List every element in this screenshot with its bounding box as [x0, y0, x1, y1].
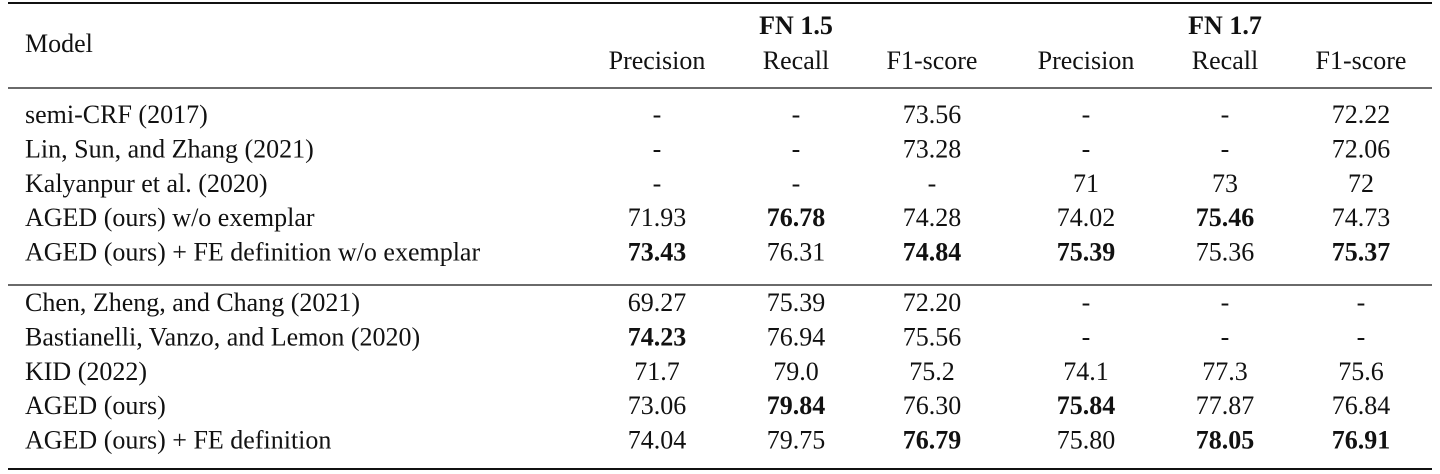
cell: 74.1: [1063, 357, 1109, 386]
cell: 73.43: [628, 238, 687, 267]
cell: 77.87: [1196, 391, 1255, 420]
cell: -: [792, 169, 801, 198]
cell: 71.7: [634, 357, 680, 386]
column-header: Precision: [609, 46, 706, 75]
cell: 75.2: [909, 357, 955, 386]
cell: 74.28: [903, 203, 962, 232]
model-name: KID (2022): [25, 357, 147, 386]
cell: 79.0: [773, 357, 819, 386]
cell: 77.3: [1202, 357, 1248, 386]
cell: 75.6: [1338, 357, 1384, 386]
cell: 72.22: [1332, 100, 1391, 129]
cell: 76.79: [903, 426, 962, 455]
cell: 75.37: [1332, 238, 1391, 267]
cell: 76.94: [767, 322, 826, 351]
cell: -: [1082, 288, 1091, 317]
cell: 74.02: [1057, 203, 1116, 232]
model-name: AGED (ours) w/o exemplar: [25, 203, 315, 232]
column-header: Recall: [1192, 46, 1258, 75]
cell: -: [792, 134, 801, 163]
model-name: semi-CRF (2017): [25, 100, 208, 129]
cell: 78.05: [1196, 426, 1255, 455]
model-name: AGED (ours) + FE definition w/o exemplar: [25, 238, 480, 267]
cell: -: [653, 169, 662, 198]
cell: 75.80: [1057, 426, 1116, 455]
column-header: F1-score: [1316, 46, 1407, 75]
model-name: Kalyanpur et al. (2020): [25, 169, 268, 198]
cell: -: [653, 100, 662, 129]
cell: -: [1221, 322, 1230, 351]
cell: 71: [1073, 169, 1099, 198]
cell: 74.04: [628, 426, 687, 455]
cell: 73.06: [628, 391, 687, 420]
model-name: Lin, Sun, and Zhang (2021): [25, 134, 314, 163]
model-header: Model: [25, 29, 93, 58]
cell: -: [1221, 288, 1230, 317]
cell: 73: [1212, 169, 1238, 198]
cell: 76.31: [767, 238, 826, 267]
model-name: AGED (ours) + FE definition: [25, 426, 331, 455]
cell: 76.84: [1332, 391, 1391, 420]
cell: 74.84: [903, 238, 962, 267]
cell: 73.28: [903, 134, 962, 163]
cell: -: [1221, 134, 1230, 163]
cell: -: [653, 134, 662, 163]
cell: -: [1221, 100, 1230, 129]
cell: 75.46: [1196, 203, 1255, 232]
group-header: FN 1.5: [759, 11, 833, 40]
cell: 75.39: [1057, 238, 1116, 267]
cell: 75.39: [767, 288, 826, 317]
cell: 69.27: [628, 288, 687, 317]
column-header: Precision: [1038, 46, 1135, 75]
model-name: Bastianelli, Vanzo, and Lemon (2020): [25, 322, 420, 351]
cell: 76.30: [903, 391, 962, 420]
cell: 72.06: [1332, 134, 1391, 163]
model-name: Chen, Zheng, and Chang (2021): [25, 288, 360, 317]
cell: -: [1357, 322, 1366, 351]
cell: 76.78: [767, 203, 826, 232]
column-header: Recall: [763, 46, 829, 75]
cell: 75.84: [1057, 391, 1116, 420]
cell: 72.20: [903, 288, 962, 317]
cell: 76.91: [1332, 426, 1391, 455]
cell: 74.73: [1332, 203, 1391, 232]
cell: 79.84: [767, 391, 826, 420]
cell: -: [1082, 134, 1091, 163]
cell: 72: [1348, 169, 1374, 198]
model-name: AGED (ours): [25, 391, 166, 420]
cell: -: [792, 100, 801, 129]
cell: 71.93: [628, 203, 687, 232]
cell: 79.75: [767, 426, 826, 455]
cell: 75.36: [1196, 238, 1255, 267]
cell: -: [1082, 100, 1091, 129]
cell: -: [1357, 288, 1366, 317]
column-header: F1-score: [887, 46, 978, 75]
group-header: FN 1.7: [1188, 11, 1262, 40]
cell: -: [928, 169, 937, 198]
cell: 73.56: [903, 100, 962, 129]
cell: 74.23: [628, 322, 687, 351]
cell: -: [1082, 322, 1091, 351]
cell: 75.56: [903, 322, 962, 351]
